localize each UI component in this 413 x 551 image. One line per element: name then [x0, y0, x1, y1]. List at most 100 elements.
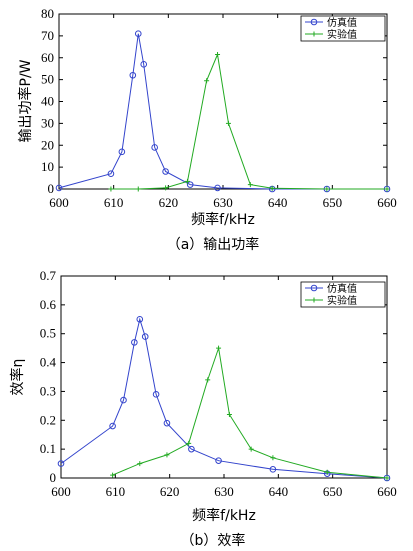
data-point	[107, 170, 115, 177]
series-line-1	[110, 52, 387, 190]
y-tick-label: 80	[41, 6, 54, 21]
y-tick-label: 0	[50, 470, 57, 485]
data-point	[131, 339, 138, 346]
data-point	[109, 422, 116, 430]
legend-label-sim: 仿真值	[327, 16, 357, 29]
data-point	[384, 475, 390, 481]
data-point	[135, 186, 141, 192]
panel-caption: （a）输出功率	[167, 236, 260, 253]
data-point	[270, 455, 276, 461]
data-point	[152, 391, 160, 398]
x-tick-label: 620	[159, 195, 179, 210]
data-point	[162, 168, 169, 175]
data-point	[108, 186, 114, 192]
data-point	[215, 457, 222, 464]
data-point	[204, 78, 210, 84]
legend-label-exp: 实验值	[327, 28, 357, 41]
y-tick-label: 0.6	[40, 297, 57, 312]
data-point	[118, 148, 126, 156]
x-axis-label: 频率f/kHz	[192, 507, 256, 524]
legend: 仿真值 实验值	[300, 281, 386, 308]
legend-box	[300, 15, 386, 42]
data-point	[205, 377, 211, 383]
y-tick-label: 0.2	[40, 412, 56, 427]
x-tick-label: 600	[49, 195, 69, 210]
data-point	[248, 446, 254, 452]
legend-marker-exp	[311, 297, 317, 303]
data-point	[136, 315, 144, 323]
x-axis-ticks: 600 610 620 630 640 650 660	[51, 276, 397, 499]
x-tick-label: 640	[269, 484, 289, 499]
data-point	[188, 445, 195, 453]
y-tick-label: 0.1	[40, 441, 56, 456]
panel-b-efficiency: 0 0.1 0.2 0.3 0.4 0.5 0.6 0.7 600 610 620 630 640 65…	[9, 268, 397, 549]
series-line-1	[112, 347, 388, 479]
y-tick-label: 0.5	[40, 326, 56, 341]
y-tick-label: 40	[41, 94, 54, 109]
y-axis-label: 输出功率P/W	[17, 59, 34, 142]
data-point	[141, 333, 149, 340]
legend-marker-sim	[310, 284, 318, 292]
x-tick-label: 660	[377, 195, 397, 210]
series-line-0	[58, 33, 387, 190]
data-point	[384, 186, 390, 192]
data-point	[110, 472, 116, 478]
data-point	[214, 184, 221, 192]
y-tick-label: 10	[41, 159, 54, 174]
y-tick-label: 0.4	[40, 355, 57, 370]
x-tick-label: 660	[377, 484, 397, 499]
data-point	[164, 452, 170, 458]
legend-label-sim: 仿真值	[327, 282, 357, 295]
data-point	[163, 419, 171, 427]
y-tick-label: 20	[41, 137, 54, 152]
x-tick-label: 610	[104, 195, 124, 210]
data-point	[324, 469, 330, 475]
data-point	[186, 181, 194, 188]
y-tick-label: 60	[41, 50, 54, 65]
data-point	[184, 178, 190, 184]
data-point	[226, 412, 232, 418]
x-tick-label: 630	[214, 484, 234, 499]
data-point	[186, 440, 192, 446]
series-layer	[57, 315, 391, 482]
y-tick-label: 0	[48, 181, 55, 196]
y-tick-label: 30	[41, 115, 54, 130]
data-point	[163, 185, 169, 191]
data-point	[134, 30, 142, 37]
data-point	[57, 460, 65, 467]
y-tick-label: 0.7	[40, 268, 57, 283]
data-point	[324, 186, 330, 192]
x-tick-label: 620	[160, 484, 180, 499]
data-point	[151, 144, 158, 151]
legend-marker-exp	[311, 31, 317, 37]
data-point	[55, 184, 63, 192]
y-axis-label: 效率η	[9, 359, 26, 396]
data-point	[215, 51, 221, 57]
data-point	[269, 466, 277, 473]
legend-box	[300, 281, 386, 308]
data-point	[216, 345, 222, 351]
series-line-0	[60, 317, 388, 479]
data-point	[269, 185, 275, 191]
y-tick-label: 0.3	[40, 383, 56, 398]
x-axis-label: 频率f/kHz	[191, 211, 255, 228]
series-layer	[55, 30, 391, 193]
x-axis-ticks: 600 610 620 630 640 650 660	[49, 14, 397, 210]
panel-caption: （b）效率	[181, 532, 246, 549]
x-tick-label: 630	[213, 195, 233, 210]
legend: 仿真值 实验值	[300, 15, 386, 42]
x-tick-label: 600	[51, 484, 71, 499]
legend-marker-sim	[310, 18, 318, 26]
data-point	[140, 61, 148, 68]
x-tick-label: 650	[323, 484, 343, 499]
y-tick-label: 70	[41, 28, 54, 43]
data-point	[120, 396, 127, 404]
y-tick-label: 50	[41, 72, 54, 87]
y-axis-ticks: 0 0.1 0.2 0.3 0.4 0.5 0.6 0.7	[40, 268, 387, 485]
data-point	[225, 120, 231, 126]
data-point	[247, 182, 253, 188]
x-tick-label: 650	[323, 195, 343, 210]
data-point	[137, 461, 143, 467]
